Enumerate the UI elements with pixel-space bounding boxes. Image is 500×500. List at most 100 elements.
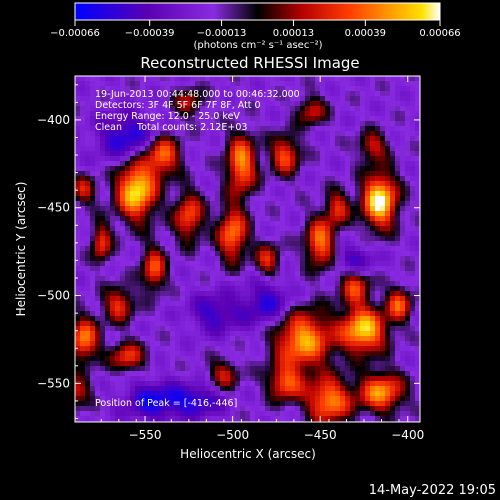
heatmap-cell [225,326,231,332]
heatmap-cell [180,351,186,357]
heatmap-cell [250,211,256,217]
heatmap-cell [345,281,351,287]
heatmap-cell [215,296,221,302]
heatmap-cell [180,406,186,412]
heatmap-cell [210,321,216,327]
heatmap-cell [285,116,291,122]
heatmap-cell [375,276,381,282]
heatmap-cell [300,151,306,157]
heatmap-cell [265,271,271,277]
heatmap-cell [415,141,420,147]
heatmap-cell [410,206,416,212]
heatmap-cell [140,106,146,112]
heatmap-cell [380,121,386,127]
heatmap-cell [395,346,401,352]
heatmap-cell [305,386,311,392]
heatmap-cell [265,246,271,252]
heatmap-cell [155,131,161,137]
heatmap-cell [385,181,391,187]
heatmap-cell [80,191,86,197]
heatmap-cell [290,126,296,132]
heatmap-cell [310,181,316,187]
heatmap-cell [115,221,121,227]
heatmap-cell [210,226,216,232]
heatmap-cell [415,91,420,97]
heatmap-cell [240,351,246,357]
heatmap-cell [135,226,141,232]
heatmap-cell [155,156,161,162]
heatmap-cell [405,271,411,277]
heatmap-cell [120,416,126,422]
heatmap-cell [220,131,226,137]
heatmap-cell [140,406,146,412]
heatmap-cell [370,311,376,317]
heatmap-cell [325,76,331,82]
heatmap-cell [185,331,191,337]
heatmap-cell [170,131,176,137]
heatmap-cell [390,86,396,92]
heatmap-cell [270,121,276,127]
heatmap-cell [330,206,336,212]
heatmap-cell [290,81,296,87]
heatmap-cell [250,326,256,332]
heatmap-cell [365,326,371,332]
heatmap-cell [100,291,106,297]
heatmap-cell [400,261,406,267]
heatmap-cell [285,321,291,327]
heatmap-cell [340,206,346,212]
heatmap-cell [110,181,116,187]
heatmap-cell [80,371,86,377]
heatmap-cell [250,391,256,397]
heatmap-cell [305,296,311,302]
heatmap-cell [125,411,131,417]
heatmap-cell [340,196,346,202]
heatmap-cell [345,406,351,412]
heatmap-cell [245,316,251,322]
heatmap-cell [175,241,181,247]
heatmap-cell [240,216,246,222]
heatmap-cell [240,116,246,122]
heatmap-cell [250,306,256,312]
heatmap-cell [315,331,321,337]
heatmap-cell [335,156,341,162]
heatmap-cell [150,301,156,307]
heatmap-cell [100,391,106,397]
heatmap-cell [250,356,256,362]
heatmap-cell [165,106,171,112]
heatmap-cell [295,226,301,232]
heatmap-cell [380,391,386,397]
heatmap-cell [245,396,251,402]
heatmap-cell [330,406,336,412]
heatmap-cell [130,186,136,192]
heatmap-cell [400,331,406,337]
heatmap-cell [340,171,346,177]
heatmap-cell [340,156,346,162]
heatmap-cell [330,271,336,277]
heatmap-cell [95,356,101,362]
heatmap-cell [260,191,266,197]
heatmap-cell [100,156,106,162]
heatmap-cell [175,91,181,97]
heatmap-cell [280,266,286,272]
heatmap-cell [100,81,106,87]
heatmap-cell [135,146,141,152]
heatmap-cell [155,151,161,157]
heatmap-cell [270,186,276,192]
heatmap-cell [355,156,361,162]
heatmap-cell [375,366,381,372]
heatmap-cell [355,351,361,357]
heatmap-cell [370,196,376,202]
heatmap-cell [380,106,386,112]
heatmap-cell [410,386,416,392]
heatmap-cell [155,91,161,97]
heatmap-cell [335,356,341,362]
heatmap-cell [165,121,171,127]
heatmap-cell [145,201,151,207]
heatmap-cell [325,286,331,292]
heatmap-cell [235,111,241,117]
heatmap-cell [285,91,291,97]
heatmap-cell [325,381,331,387]
heatmap-cell [290,196,296,202]
heatmap-cell [150,136,156,142]
heatmap-cell [160,401,166,407]
